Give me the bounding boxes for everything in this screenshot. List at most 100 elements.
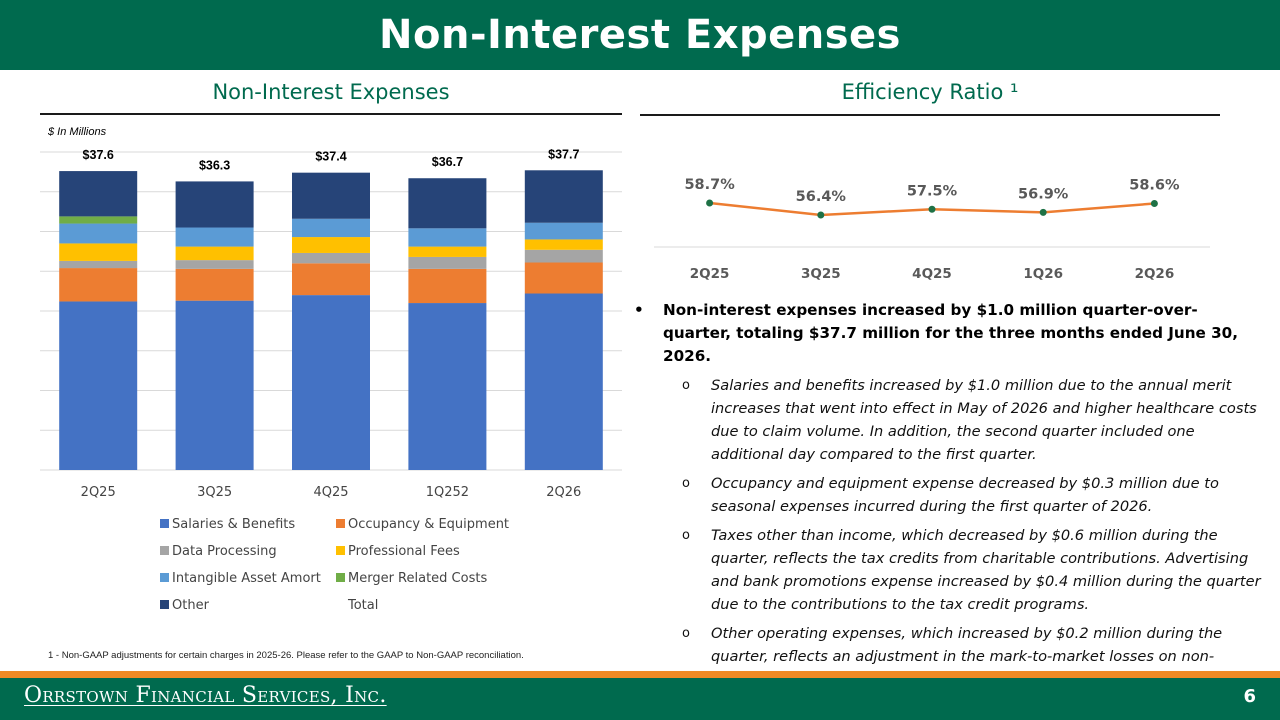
x-tick-label: 3Q25 [801, 266, 841, 282]
right-chart-title: Efficiency Ratio ¹ [841, 80, 1019, 104]
bar-segment [292, 295, 370, 470]
bar-segment [524, 293, 603, 470]
footer-accent-stripe [0, 671, 1280, 678]
bar-segment [175, 181, 254, 228]
slide-title: Non-Interest Expenses [379, 12, 901, 58]
legend-swatch [160, 573, 169, 582]
legend-label: Data Processing [172, 544, 277, 559]
legend-swatch [336, 519, 345, 528]
page-number: 6 [1243, 686, 1256, 707]
bar-total-label: $36.7 [432, 155, 463, 169]
sub-bullet-marker: o [682, 626, 690, 641]
data-label: 58.6% [1129, 178, 1180, 194]
bar-total-label: $37.4 [315, 150, 346, 164]
x-tick-label: 1Q26 [1023, 266, 1063, 282]
data-point [1150, 200, 1158, 208]
legend-label: Salaries & Benefits [172, 517, 296, 532]
bar-segment [524, 239, 603, 250]
bar-segment [59, 223, 138, 244]
bar-total-label: $37.6 [83, 148, 114, 162]
bar-segment [59, 260, 138, 269]
legend-label: Merger Related Costs [348, 571, 488, 586]
sub-bullet-text: Salaries and benefits increased by $1.0 … [711, 377, 1257, 463]
legend-swatch [336, 573, 345, 582]
bar-total-label: $37.7 [548, 147, 579, 161]
legend-label: Intangible Asset Amort [172, 571, 321, 586]
commentary: • Non-interest expenses increased by $1.… [634, 299, 1264, 691]
legend-item: Intangible Asset Amort [160, 571, 321, 586]
sub-bullet-marker: o [682, 476, 690, 491]
legend-label: Total [348, 598, 379, 613]
bar-segment [175, 260, 254, 269]
bar-segment [524, 170, 603, 223]
bar-segment [524, 249, 603, 263]
legend-swatch [160, 600, 169, 609]
sub-bullet: o Salaries and benefits increased by $1.… [634, 374, 1264, 466]
bar-segment [292, 263, 370, 296]
sub-bullet-text: Other operating expenses, which increase… [711, 625, 1223, 688]
sub-bullet: o Taxes other than income, which decreas… [634, 524, 1264, 616]
units-note: $ In Millions [48, 126, 107, 138]
sub-bullet: o Occupancy and equipment expense decrea… [634, 472, 1264, 518]
sub-bullet-text: Occupancy and equipment expense decrease… [711, 475, 1219, 515]
bar-segment [408, 178, 487, 229]
x-tick-label: 4Q25 [313, 485, 348, 500]
bar-segment [59, 171, 138, 217]
title-bar: Non-Interest Expenses [0, 0, 1280, 70]
data-point [817, 211, 825, 219]
footer-bar [0, 678, 1280, 720]
legend-swatch [160, 546, 169, 555]
main-bullet: • Non-interest expenses increased by $1.… [634, 299, 1264, 368]
bar-segment [408, 228, 487, 247]
bar-segment [175, 300, 254, 470]
main-bullet-text: Non-interest expenses increased by $1.0 … [663, 301, 1239, 365]
data-label: 57.5% [907, 183, 958, 199]
bar-segment [175, 246, 254, 261]
legend-label: Professional Fees [348, 544, 460, 559]
left-chart-title: Non-Interest Expenses [212, 80, 450, 104]
bar-segment [292, 218, 370, 238]
x-tick-label: 2Q25 [690, 266, 730, 282]
data-point [928, 205, 936, 213]
bar-total-label: $36.3 [199, 158, 230, 172]
data-label: 56.9% [1018, 186, 1069, 202]
sub-bullet-marker: o [682, 528, 690, 543]
data-point [1039, 208, 1047, 216]
legend-item: Data Processing [160, 544, 277, 559]
legend-swatch [336, 546, 345, 555]
legend-item: Salaries & Benefits [160, 517, 295, 532]
legend-item: Merger Related Costs [336, 571, 487, 586]
bar-segment [292, 172, 370, 219]
sub-bullet-marker: o [682, 378, 690, 393]
data-point [706, 199, 714, 207]
bar-segment [292, 237, 370, 253]
bar-segment [59, 243, 138, 261]
x-tick-label: 3Q25 [197, 485, 232, 500]
legend-swatch [160, 519, 169, 528]
bar-segment [175, 227, 254, 247]
bar-segment [524, 222, 603, 240]
legend-swatch [336, 600, 345, 609]
bar-segment [524, 262, 603, 294]
x-tick-label: 2Q26 [546, 485, 581, 500]
non-interest-expenses-chart: $37.6 2Q25 $36.3 3Q25 $37.4 4Q25 $36.7 1Q252 $37… [40, 147, 622, 500]
x-tick-label: 4Q25 [912, 266, 952, 282]
bar-segment [175, 268, 254, 301]
legend-item: Total [336, 598, 378, 613]
legend-label: Occupancy & Equipment [348, 517, 510, 532]
legend-item: Professional Fees [336, 544, 460, 559]
bar-segment [292, 252, 370, 264]
footnote: 1 - Non-GAAP adjustments for certain cha… [48, 650, 524, 661]
bar-segment [408, 256, 487, 269]
bar-segment [59, 301, 138, 470]
bar-segment [408, 268, 487, 304]
x-tick-label: 2Q25 [81, 485, 116, 500]
bullet-dot: • [634, 301, 644, 319]
bar-segment [59, 268, 138, 302]
right-title-rule [640, 114, 1220, 116]
legend-item: Occupancy & Equipment [336, 517, 509, 532]
bar-segment [408, 303, 487, 470]
data-label: 58.7% [684, 177, 735, 193]
efficiency-ratio-chart: 58.7% 2Q25 56.4% 3Q25 57.5% 4Q25 56.9% 1Q26 58.6… [654, 177, 1210, 282]
legend-item: Other [160, 598, 209, 613]
